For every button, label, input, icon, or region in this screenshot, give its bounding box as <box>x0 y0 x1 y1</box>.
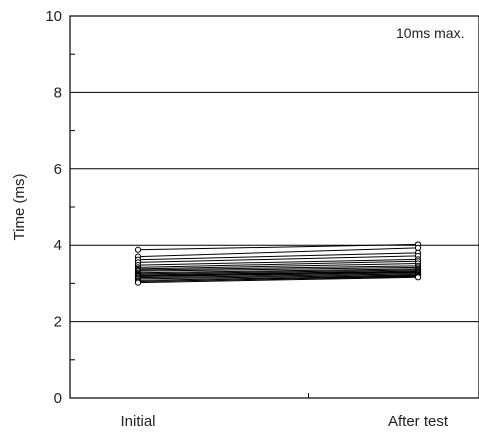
x-tick-label: After test <box>388 413 449 430</box>
data-point <box>134 246 142 253</box>
series-segment <box>137 243 419 251</box>
series-segment <box>137 270 419 276</box>
x-tick-labels: Initial After test <box>120 413 448 430</box>
series-segment <box>137 260 419 268</box>
y-tick-label: 8 <box>54 84 62 101</box>
series-segment <box>137 272 419 278</box>
series-segment <box>137 276 419 282</box>
y-tick-label: 2 <box>54 314 62 331</box>
y-tick-label: 6 <box>54 161 62 178</box>
x-tick-label: Initial <box>120 413 155 430</box>
y-tick-labels: 0 2 4 6 8 10 <box>45 8 62 407</box>
series-segment <box>137 255 419 263</box>
minor-ticks <box>70 53 309 398</box>
series-segment <box>137 269 419 275</box>
y-tick-label: 0 <box>54 390 62 407</box>
series-segment <box>137 252 419 261</box>
data-point <box>134 279 142 286</box>
series-segment <box>137 263 419 270</box>
data-point <box>414 274 422 281</box>
series-segment <box>137 247 419 258</box>
series-segment <box>137 276 419 284</box>
y-axis-label: Time (ms) <box>11 174 28 241</box>
series-segment <box>137 275 419 281</box>
max-annotation: 10ms max. <box>396 25 464 41</box>
series-line <box>134 274 422 286</box>
plot-frame <box>69 15 479 399</box>
data-point <box>414 244 422 251</box>
series-segment <box>137 273 419 279</box>
series-segment <box>137 274 419 280</box>
series-segment <box>137 271 419 277</box>
grid-lines <box>70 91 479 323</box>
series-segment <box>137 268 419 274</box>
series-line <box>134 241 422 253</box>
series-segment <box>137 266 419 272</box>
y-tick-label: 4 <box>54 237 62 254</box>
series-segment <box>137 265 419 271</box>
y-tick-label: 10 <box>45 8 62 25</box>
series-segment <box>137 258 419 266</box>
series-group <box>134 241 422 286</box>
